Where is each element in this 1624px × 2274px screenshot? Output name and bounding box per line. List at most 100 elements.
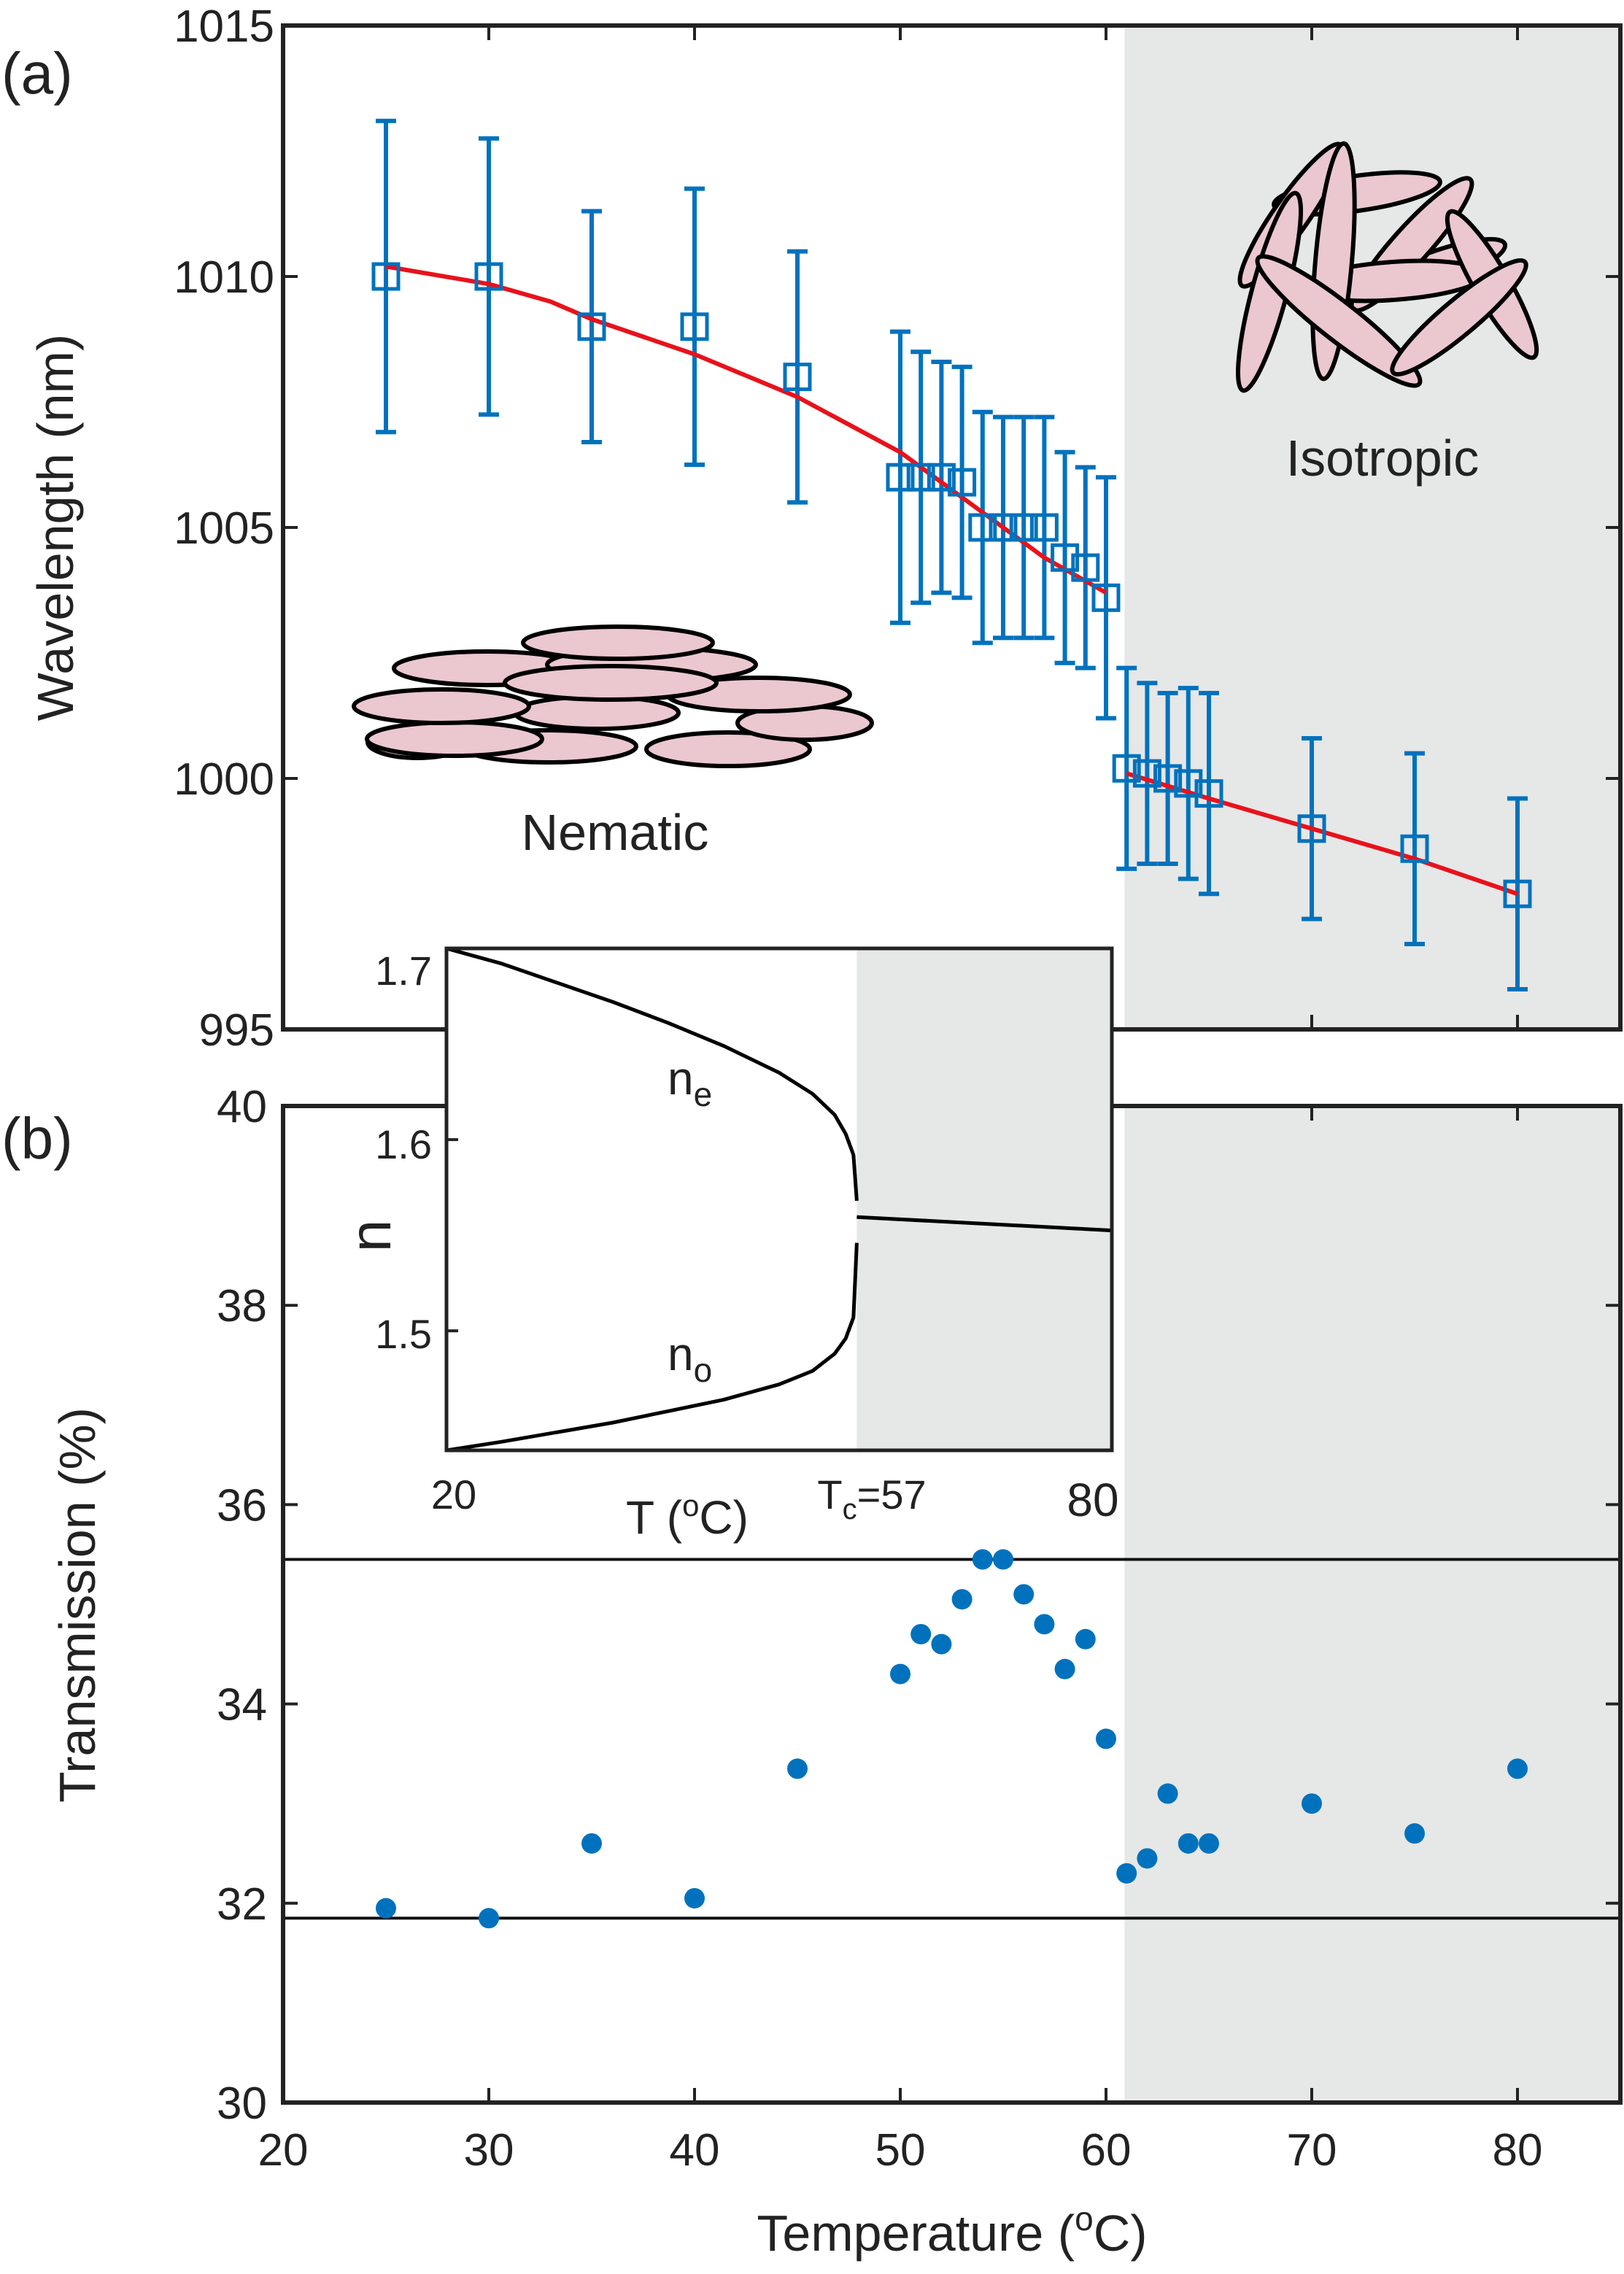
panel-b-markers xyxy=(376,1549,1528,1929)
isotropic-molecules-illustration xyxy=(1235,141,1539,393)
data-point-square xyxy=(577,312,606,341)
data-point-dot xyxy=(1034,1614,1055,1635)
inset-frame xyxy=(444,946,1114,1453)
panel-a-y-tick-label: 1000 xyxy=(174,754,274,805)
data-point-dot xyxy=(1157,1783,1178,1804)
data-point-square xyxy=(1009,513,1038,542)
data-point-dot xyxy=(1178,1833,1199,1854)
data-point-dot xyxy=(1075,1628,1096,1650)
panel-b-x-axis-label: Temperature (oC) xyxy=(757,2200,1147,2262)
data-point-square xyxy=(927,463,956,492)
data-point-dot xyxy=(951,1589,973,1610)
panel-b-x-tick-label: 30 xyxy=(464,2125,514,2176)
data-point-dot xyxy=(1404,1823,1425,1844)
panel-a: 995 1000 1005 1010 1015 xyxy=(1,1,1623,1056)
data-point-square xyxy=(371,262,401,291)
data-point-dot xyxy=(376,1898,396,1919)
data-point-square xyxy=(1132,759,1161,788)
data-point-square xyxy=(1153,764,1183,793)
panel-b-isotropic-region xyxy=(1124,1106,1620,2103)
panel-b-x-tick-label: 80 xyxy=(1493,2125,1543,2176)
data-point-square xyxy=(1051,543,1080,572)
panel-b-x-tick-label: 70 xyxy=(1287,2125,1337,2176)
panel-b-y-tick-label: 36 xyxy=(217,1480,267,1531)
nematic-molecules-illustration xyxy=(352,624,874,768)
data-point-dot xyxy=(1013,1584,1035,1605)
inset-curve-n_o xyxy=(446,1242,859,1453)
data-point-dot xyxy=(581,1833,602,1854)
panel-b-x-tick-label: 40 xyxy=(670,2125,720,2176)
panel-b-x-tick-label: 60 xyxy=(1081,2125,1132,2176)
data-point-square xyxy=(948,468,977,497)
panel-b-y-tick-label: 32 xyxy=(217,1879,267,1930)
nematic-label: Nematic xyxy=(522,804,709,861)
inset-label-ne: ne xyxy=(668,1052,712,1113)
inset-curves xyxy=(446,946,1113,1453)
panel-b-label: (b) xyxy=(1,1106,73,1171)
data-point-dot xyxy=(910,1623,932,1644)
inset-curve-n_iso xyxy=(857,1215,1113,1233)
panel-b-x-tick-label: 50 xyxy=(875,2125,926,2176)
panel-b-y-ticks: 30 32 34 36 38 40 xyxy=(217,1082,1620,2129)
panel-b-y-tick-label: 30 xyxy=(217,2078,267,2129)
inset-x-tick-80: 80 xyxy=(1067,1474,1118,1526)
panel-a-y-tick-label: 995 xyxy=(199,1005,274,1056)
data-point-square xyxy=(906,463,935,492)
panel-a-y-tick-label: 1005 xyxy=(174,503,274,554)
panel-b-y-tick-label: 34 xyxy=(217,1680,267,1730)
inset-x-tick-20: 20 xyxy=(431,1471,476,1517)
data-point-dot xyxy=(1199,1833,1219,1854)
panel-a-y-tick-label: 1015 xyxy=(174,1,274,52)
data-point-dot xyxy=(1302,1793,1322,1814)
data-point-square xyxy=(1174,769,1203,798)
data-point-dot xyxy=(1507,1758,1528,1779)
panel-a-y-ticks: 995 1000 1005 1010 1015 xyxy=(174,1,1620,1056)
data-point-square xyxy=(968,513,997,542)
panel-b-y-axis-label: Transmission (%) xyxy=(49,1407,106,1803)
data-point-dot xyxy=(890,1663,910,1685)
panel-a-y-axis-label: Wavelength (nm) xyxy=(27,334,84,721)
data-point-square xyxy=(1400,834,1429,863)
inset: 1.7 1.6 1.5 n 20 Tc=57 80 T (oC) ne no xyxy=(338,946,1119,1544)
panel-b-y-tick-label: 40 xyxy=(217,1082,267,1132)
panel-a-label: (a) xyxy=(1,41,73,106)
panel-b-reference-lines xyxy=(283,1558,1620,1920)
data-point-square xyxy=(474,262,503,291)
inset-x-axis-label: T (oC) xyxy=(626,1488,749,1544)
data-point-square xyxy=(1029,513,1059,542)
data-point-square xyxy=(680,312,709,341)
data-point-dot xyxy=(787,1758,808,1779)
panel-b-x-tick-label: 20 xyxy=(258,2125,309,2176)
data-point-dot xyxy=(479,1908,499,1929)
data-point-dot xyxy=(1054,1658,1075,1679)
fit-line-fit-nematic xyxy=(385,264,1107,595)
panel-a-error-bars xyxy=(376,118,1528,991)
inset-label-no: no xyxy=(668,1328,712,1389)
data-point-dot xyxy=(1137,1848,1158,1869)
data-point-dot xyxy=(1116,1863,1137,1884)
panel-a-markers xyxy=(371,262,1532,908)
isotropic-label: Isotropic xyxy=(1286,430,1480,487)
data-point-dot xyxy=(684,1887,705,1908)
data-point-square xyxy=(886,463,915,492)
inset-y-tick-1-7: 1.7 xyxy=(375,948,432,994)
data-point-square xyxy=(783,363,812,392)
inset-y-tick-1-6: 1.6 xyxy=(375,1121,432,1167)
data-point-square xyxy=(989,513,1018,542)
data-point-dot xyxy=(1096,1728,1116,1749)
data-point-dot xyxy=(993,1549,1013,1570)
inset-y-axis-label: n xyxy=(338,1220,403,1253)
data-point-square xyxy=(1194,779,1223,808)
inset-y-tick-1-5: 1.5 xyxy=(375,1311,432,1357)
inset-curve-n_e xyxy=(446,946,859,1202)
data-point-dot xyxy=(931,1633,952,1655)
data-point-square xyxy=(1091,583,1121,612)
data-point-square xyxy=(1112,754,1141,783)
data-point-dot xyxy=(972,1549,993,1570)
data-point-square xyxy=(1071,553,1100,582)
data-point-square xyxy=(1503,879,1532,908)
panel-a-y-tick-label: 1010 xyxy=(174,252,274,303)
panel-b-y-tick-label: 38 xyxy=(217,1281,267,1331)
data-point-square xyxy=(1297,814,1326,843)
